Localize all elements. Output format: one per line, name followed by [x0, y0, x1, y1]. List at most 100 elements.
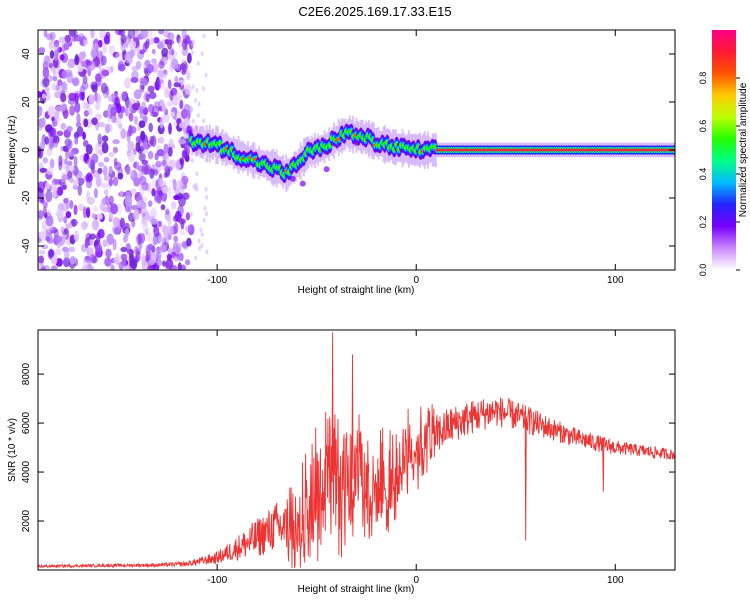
blob-cell — [353, 139, 360, 146]
noise-cell — [79, 91, 85, 101]
noise-cell — [52, 75, 58, 82]
noise-cell — [97, 121, 106, 128]
noise-cell — [158, 177, 163, 187]
noise-cell — [61, 174, 68, 181]
noise-cell — [158, 41, 163, 49]
noise-cell — [113, 256, 121, 264]
noise-cell — [167, 247, 172, 255]
noise-cell — [161, 47, 169, 58]
noise-cell — [151, 188, 156, 197]
noise-cell — [107, 95, 113, 102]
noise-cell — [97, 133, 102, 145]
noise-cell — [178, 139, 187, 145]
noise-cell — [111, 117, 118, 124]
noise-cell — [79, 39, 84, 46]
noise-cell — [60, 226, 65, 234]
noise-cell — [82, 100, 88, 110]
noise-cell — [61, 82, 67, 91]
noise-cell — [166, 39, 173, 50]
noise-cell — [104, 123, 111, 134]
noise-cell — [137, 200, 143, 207]
noise-cell — [120, 34, 127, 44]
noise-cell — [45, 91, 51, 101]
noise-cell — [147, 265, 154, 270]
spectrogram-cells — [38, 30, 675, 270]
noise-cell — [69, 165, 75, 172]
noise-cell — [168, 159, 176, 169]
noise-cell — [64, 158, 68, 165]
noise-cell — [114, 96, 120, 108]
noise-cell — [98, 39, 103, 48]
noise-cell — [137, 232, 146, 243]
noise-cell — [148, 122, 153, 133]
noise-cell — [170, 58, 179, 70]
noise-cell — [192, 183, 196, 189]
noise-cell — [38, 231, 47, 240]
noise-cell — [109, 66, 114, 73]
noise-cell — [167, 79, 172, 90]
noise-cell — [140, 84, 145, 90]
noise-cell — [86, 247, 94, 256]
noise-cell — [83, 118, 89, 128]
noise-cell — [61, 43, 66, 54]
noise-cell — [38, 124, 43, 131]
noise-cell — [86, 60, 93, 66]
noise-cell — [84, 240, 89, 249]
colorbar: 0.0 0.2 0.4 0.6 0.8 Normalized spectral ampl… — [698, 30, 749, 276]
noise-cell — [67, 139, 73, 149]
noise-cell — [131, 127, 136, 134]
noise-cell — [108, 151, 115, 157]
noise-cell — [54, 110, 60, 119]
noise-cell — [108, 212, 114, 220]
noise-cell — [45, 124, 53, 133]
noise-cell — [155, 160, 163, 168]
noise-cell — [76, 126, 84, 137]
spectrogram-xlabel: Height of straight line (km) — [298, 285, 415, 296]
noise-cell — [81, 81, 89, 90]
noise-cell — [40, 197, 45, 204]
chart-title: C2E6.2025.169.17.33.E15 — [298, 4, 451, 19]
noise-cell — [150, 208, 157, 219]
noise-cell — [166, 101, 173, 107]
noise-cell — [58, 36, 67, 44]
noise-cell — [165, 208, 170, 215]
noise-cell — [191, 39, 195, 45]
noise-cell — [101, 55, 107, 66]
noise-cell — [41, 93, 46, 99]
noise-cell — [42, 157, 48, 164]
noise-cell — [66, 144, 71, 152]
noise-cell — [158, 60, 165, 69]
noise-cell — [59, 103, 68, 112]
noise-cell — [163, 30, 171, 38]
noise-cell — [45, 215, 54, 227]
noise-cell — [173, 194, 180, 201]
noise-cell — [157, 79, 164, 84]
noise-cell — [180, 264, 187, 270]
noise-cell — [93, 206, 98, 212]
noise-cell — [120, 253, 128, 261]
noise-cell — [63, 197, 69, 204]
noise-cell — [190, 157, 194, 163]
noise-cell — [54, 235, 63, 244]
noise-cell — [92, 38, 100, 51]
noise-cell — [88, 93, 95, 105]
noise-cell — [77, 184, 83, 196]
noise-cell — [72, 77, 80, 87]
noise-cell — [119, 217, 125, 229]
noise-cell — [194, 255, 198, 261]
noise-cell — [100, 82, 108, 94]
noise-cell — [161, 103, 166, 113]
noise-cell — [40, 117, 46, 128]
noise-cell — [60, 92, 67, 103]
spectrogram-ylabel: Frequency (Hz) — [7, 116, 18, 185]
noise-cell — [179, 157, 185, 166]
noise-cell — [158, 235, 166, 246]
noise-cell — [127, 30, 135, 39]
noise-cell — [205, 211, 208, 217]
noise-cell — [194, 97, 198, 103]
noise-cell — [62, 257, 71, 268]
noise-cell — [62, 246, 69, 252]
noise-cell — [178, 122, 186, 129]
noise-cell — [172, 241, 178, 251]
noise-cell — [74, 170, 83, 180]
